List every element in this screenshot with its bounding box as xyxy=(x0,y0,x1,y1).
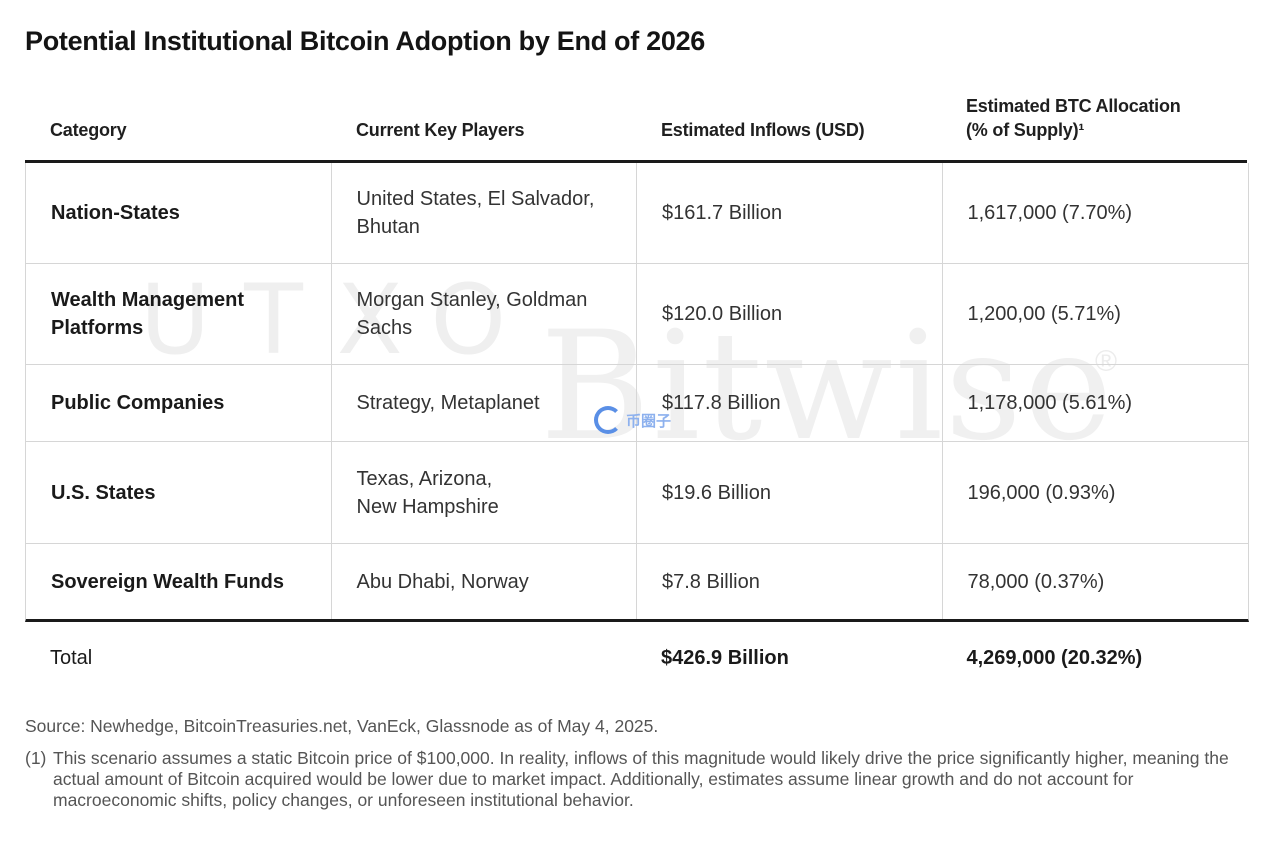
key-players-cell: Morgan Stanley, Goldman Sachs xyxy=(332,264,637,364)
footnote-marker: (1) xyxy=(25,748,47,768)
category-text: Wealth Management Platforms xyxy=(51,289,244,339)
column-header-inflows: Estimated Inflows (USD) xyxy=(661,120,865,140)
total-row: Total $426.9 Billion 4,269,000 (20.32%) xyxy=(25,620,1247,696)
inflows-cell: $120.0 Billion xyxy=(637,264,943,364)
table-header: Category Current Key Players Estimated I… xyxy=(25,90,1247,163)
column-header-btc-allocation-line2: (% of Supply)¹ xyxy=(966,120,1085,140)
column-header-btc-allocation-line1: Estimated BTC Allocation xyxy=(966,96,1181,116)
allocation-cell: 78,000 (0.37%) xyxy=(967,570,1105,593)
key-players-text: Morgan Stanley, Goldman Sachs xyxy=(356,289,588,339)
total-allocation: 4,269,000 (20.32%) xyxy=(966,646,1143,669)
inflows-cell: $117.8 Billion xyxy=(637,365,943,441)
page-title: Potential Institutional Bitcoin Adoption… xyxy=(25,26,706,56)
key-players-cell: United States, El Salvador, Bhutan xyxy=(332,163,637,263)
table-row: Nation-States United States, El Salvador… xyxy=(26,163,1248,264)
coin-logo-text: 币圈子 xyxy=(626,412,672,430)
table-row: Sovereign Wealth Funds Abu Dhabi, Norway… xyxy=(26,544,1248,619)
category-cell: Sovereign Wealth Funds xyxy=(26,544,332,619)
allocation-cell: 196,000 (0.93%) xyxy=(967,481,1116,504)
table-row: U.S. States Texas, Arizona, New Hampshir… xyxy=(26,442,1248,544)
allocation-cell: 1,617,000 (7.70%) xyxy=(967,202,1133,224)
adoption-table: Nation-States United States, El Salvador… xyxy=(25,163,1249,622)
footnote-text: This scenario assumes a static Bitcoin p… xyxy=(53,748,1229,810)
category-cell: Nation-States xyxy=(26,163,332,263)
category-cell: U.S. States xyxy=(26,442,332,543)
key-players-text: United States, El Salvador, Bhutan xyxy=(356,188,595,238)
allocation-cell: 1,178,000 (5.61%) xyxy=(967,392,1133,414)
key-players-cell: Abu Dhabi, Norway xyxy=(332,544,637,619)
key-players-text: Texas, Arizona, New Hampshire xyxy=(356,467,499,518)
inflows-cell: $7.8 Billion xyxy=(637,544,943,619)
key-players-cell: Texas, Arizona, New Hampshire xyxy=(332,442,637,543)
footnote: (1) This scenario assumes a static Bitco… xyxy=(25,748,1240,811)
source-note: Source: Newhedge, BitcoinTreasuries.net,… xyxy=(25,716,659,736)
category-cell: Public Companies xyxy=(26,365,332,441)
column-header-category: Category xyxy=(50,120,127,140)
total-empty-cell xyxy=(331,620,637,696)
registered-mark-watermark: ® xyxy=(1095,345,1118,378)
category-cell: Wealth Management Platforms xyxy=(26,264,332,364)
total-label: Total xyxy=(50,646,93,669)
coin-site-logo: 币圈子 xyxy=(594,406,671,434)
table-row: Wealth Management Platforms Morgan Stanl… xyxy=(26,264,1248,365)
allocation-cell: 1,200,00 (5.71%) xyxy=(967,303,1121,325)
total-inflows: $426.9 Billion xyxy=(661,646,789,669)
inflows-cell: $19.6 Billion xyxy=(637,442,943,543)
key-players-cell: Strategy, Metaplanet xyxy=(332,365,637,441)
table-row: Public Companies Strategy, Metaplanet $1… xyxy=(26,365,1248,442)
inflows-cell: $161.7 Billion xyxy=(637,163,943,263)
column-header-btc-allocation: Estimated BTC Allocation (% of Supply)¹ xyxy=(966,94,1181,142)
column-header-key-players: Current Key Players xyxy=(356,120,525,140)
coin-logo-icon xyxy=(594,406,622,434)
